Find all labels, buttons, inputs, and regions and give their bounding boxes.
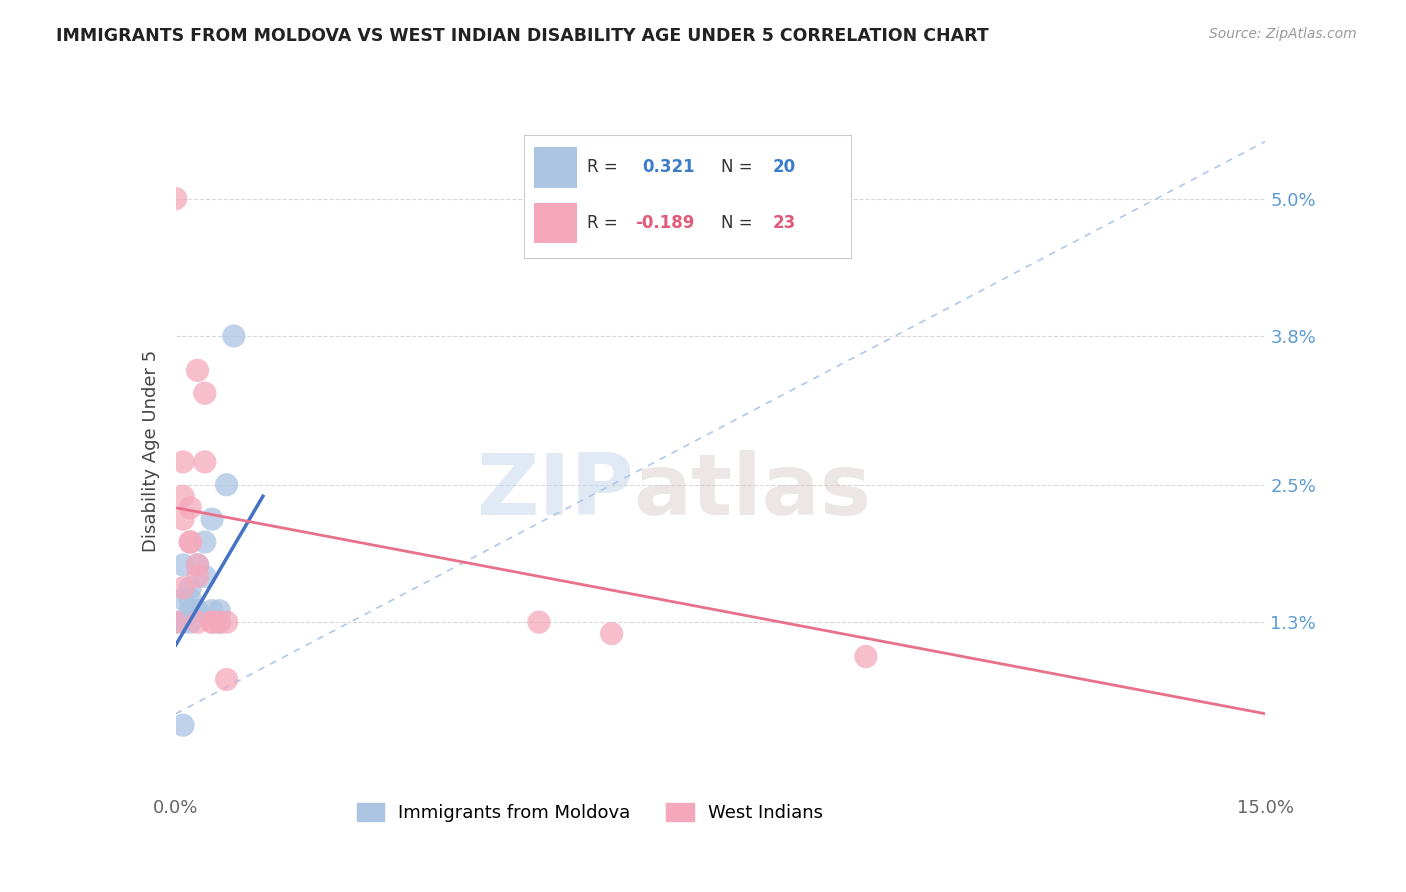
Point [194,569,217,583]
Point [194,535,217,549]
Point [179,581,201,595]
Y-axis label: Disability Age Under 5: Disability Age Under 5 [142,350,160,551]
Point [208,615,231,630]
Point [194,455,217,469]
Point [165,615,187,630]
Text: atlas: atlas [633,450,872,533]
Point [172,455,194,469]
Point [201,615,224,630]
Point [186,558,209,572]
Point [172,581,194,595]
Point [186,569,209,583]
Point [186,615,209,630]
Point [186,558,209,572]
Point [179,500,201,515]
Point [208,604,231,618]
Point [201,604,224,618]
Point [527,615,550,630]
Point [172,512,194,526]
Point [194,386,217,401]
Point [179,535,201,549]
Point [222,329,245,343]
Point [186,604,209,618]
Point [179,592,201,607]
Point [201,615,224,630]
Point [172,615,194,630]
Point [215,615,238,630]
Point [855,649,877,664]
Text: IMMIGRANTS FROM MOLDOVA VS WEST INDIAN DISABILITY AGE UNDER 5 CORRELATION CHART: IMMIGRANTS FROM MOLDOVA VS WEST INDIAN D… [56,27,988,45]
Point [201,512,224,526]
Text: ZIP: ZIP [475,450,633,533]
Point [165,615,187,630]
Point [179,615,201,630]
Point [172,718,194,732]
Point [600,626,623,640]
Point [172,558,194,572]
Point [165,192,187,206]
Point [215,478,238,492]
Point [215,673,238,687]
Legend: Immigrants from Moldova, West Indians: Immigrants from Moldova, West Indians [349,796,831,830]
Point [172,592,194,607]
Point [179,535,201,549]
Point [179,604,201,618]
Point [172,489,194,503]
Point [186,604,209,618]
Point [208,615,231,630]
Text: Source: ZipAtlas.com: Source: ZipAtlas.com [1209,27,1357,41]
Point [186,363,209,377]
